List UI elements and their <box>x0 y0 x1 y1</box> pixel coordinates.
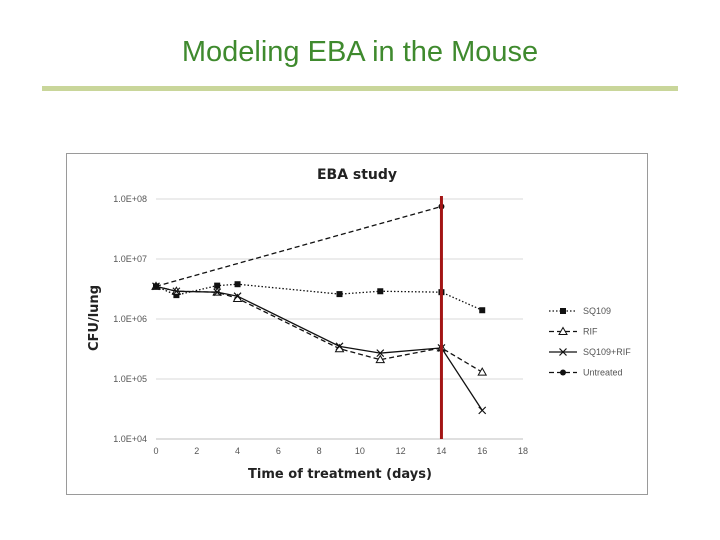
chart-frame: 1.0E+04 1.0E+05 1.0E+06 1.0E+07 1.0E+08 0 2 4 6 8… <box>66 153 648 495</box>
x-tick-label: 4 <box>235 446 240 456</box>
data-point-rif <box>375 354 386 364</box>
x-tick-label: 0 <box>153 446 158 456</box>
legend-marker-sq109-rif <box>559 348 567 356</box>
y-tick-label: 1.0E+08 <box>113 194 147 204</box>
legend-label-rif: RIF <box>583 327 598 337</box>
data-point-sq109 <box>234 281 241 288</box>
data-point-rif <box>477 367 488 376</box>
legend-marker-untreated <box>560 369 566 376</box>
data-point-untreated <box>153 283 159 290</box>
legend-label-sq109-rif: SQ109+RIF <box>583 347 631 357</box>
data-point-sq109 <box>336 291 343 298</box>
x-tick-label: 10 <box>355 446 365 456</box>
x-axis-title: Time of treatment (days) <box>248 467 432 482</box>
x-tick-label: 6 <box>276 446 281 456</box>
x-tick-label: 12 <box>396 446 406 456</box>
y-axis-title: CFU/lung <box>87 285 102 351</box>
slide-title: Modeling EBA in the Mouse <box>181 36 539 68</box>
legend-label-sq109: SQ109 <box>583 306 611 316</box>
series-line-sq109-rif <box>155 285 483 411</box>
x-tick-label: 18 <box>518 446 528 456</box>
x-tick-label: 14 <box>436 446 446 456</box>
y-tick-label: 1.0E+04 <box>113 434 147 444</box>
data-point-sq109-rif <box>478 406 487 415</box>
legend-label-untreated: Untreated <box>583 368 623 378</box>
data-point-sq109 <box>214 282 221 289</box>
data-point-sq109-rif <box>213 288 222 297</box>
legend-marker-sq109 <box>560 308 566 314</box>
y-tick-label: 1.0E+05 <box>113 374 147 384</box>
data-point-sq109 <box>173 292 180 299</box>
y-tick-label: 1.0E+06 <box>113 314 147 324</box>
title-divider <box>42 86 678 91</box>
data-point-sq109 <box>377 288 384 295</box>
y-tick-label: 1.0E+07 <box>113 254 147 264</box>
data-point-sq109 <box>479 307 486 314</box>
chart-title: EBA study <box>317 167 397 183</box>
axis-layer: 1.0E+04 1.0E+05 1.0E+06 1.0E+07 1.0E+08 0 2 4 6 8… <box>113 194 528 456</box>
data-point-sq109-rif <box>172 287 181 296</box>
grid-layer <box>156 198 523 440</box>
data-point-sq109-rif <box>233 292 242 301</box>
data-point-sq109-rif <box>335 342 344 351</box>
series-line-rif <box>155 285 483 373</box>
data-point-sq109-rif <box>376 349 385 358</box>
x-tick-label: 16 <box>477 446 487 456</box>
legend-layer: SQ109 RIF SQ109+RIF Untreated <box>549 306 631 378</box>
series-layer <box>151 196 488 439</box>
series-line-untreated <box>155 205 442 287</box>
eba-line-chart: 1.0E+04 1.0E+05 1.0E+06 1.0E+07 1.0E+08 0 2 4 6 8… <box>87 167 631 482</box>
x-tick-label: 8 <box>317 446 322 456</box>
series-line-sq109 <box>155 283 483 311</box>
x-tick-label: 2 <box>194 446 199 456</box>
legend-marker-rif <box>558 326 568 335</box>
